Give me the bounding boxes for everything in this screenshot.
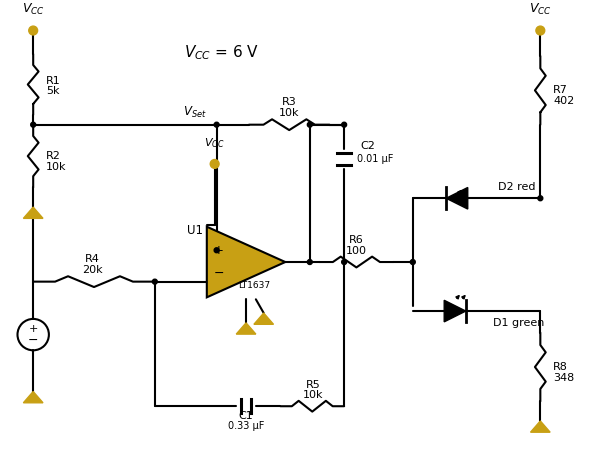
Text: $V_{Set}$: $V_{Set}$ [183,106,207,121]
Text: C2: C2 [361,141,376,151]
Text: $V_{CC}$: $V_{CC}$ [22,2,44,17]
Circle shape [341,122,347,127]
Circle shape [538,196,543,201]
Text: 10k: 10k [46,162,67,172]
Polygon shape [444,300,466,322]
Text: 10k: 10k [302,390,323,401]
Polygon shape [207,227,285,297]
Polygon shape [23,207,43,219]
Polygon shape [254,313,274,324]
Circle shape [31,122,35,127]
Text: 10k: 10k [279,108,299,118]
Text: −: − [28,333,38,347]
Text: LT1637: LT1637 [238,281,270,290]
Text: $V_{CC}$ = 6 V: $V_{CC}$ = 6 V [184,44,259,62]
Text: $V_{CC}$: $V_{CC}$ [205,136,225,150]
Text: 5k: 5k [46,86,59,96]
Circle shape [341,259,347,265]
Circle shape [29,26,38,35]
Circle shape [214,248,219,253]
Text: D1 green: D1 green [493,318,545,328]
Text: $V_{CC}$: $V_{CC}$ [529,2,551,17]
Polygon shape [236,323,256,334]
Circle shape [210,159,219,168]
Text: R8: R8 [553,362,568,372]
Text: 0.01 μF: 0.01 μF [357,154,393,164]
Circle shape [214,122,219,127]
Polygon shape [446,188,468,209]
Text: U1: U1 [187,224,203,237]
Circle shape [536,26,545,35]
Text: C1: C1 [239,411,253,421]
Text: 20k: 20k [82,265,103,275]
Text: 100: 100 [346,246,367,256]
Circle shape [307,259,312,265]
Text: R1: R1 [46,76,61,85]
Text: R7: R7 [553,85,568,95]
Circle shape [152,279,157,284]
Text: +: + [28,324,38,334]
Circle shape [410,259,415,265]
Polygon shape [23,392,43,403]
Text: 348: 348 [553,373,574,383]
Text: R2: R2 [46,151,61,161]
Text: 402: 402 [553,96,574,106]
Text: −: − [214,267,224,280]
Text: R5: R5 [305,379,320,390]
Text: R4: R4 [85,254,100,264]
Text: R6: R6 [349,235,363,245]
Circle shape [307,122,312,127]
Text: D2 red: D2 red [498,182,536,192]
Text: R3: R3 [282,97,296,107]
Text: +: + [214,244,224,257]
Text: 0.33 μF: 0.33 μF [228,421,264,431]
Polygon shape [530,421,550,432]
